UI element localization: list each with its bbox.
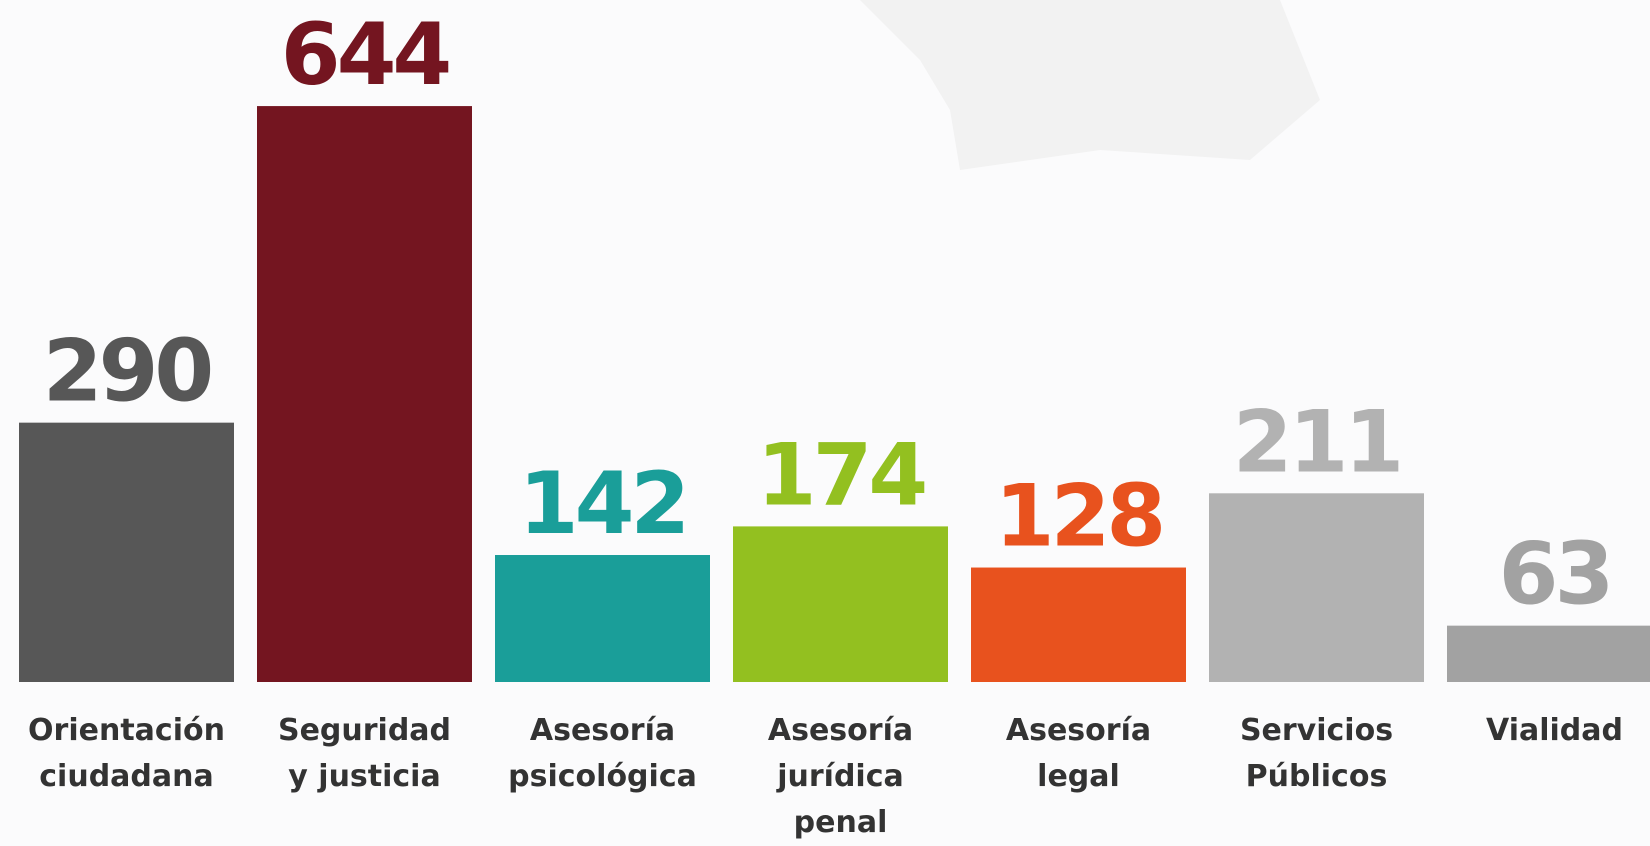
category-label: Asesoría jurídica penal — [721, 708, 961, 846]
category-label: Servicios Públicos — [1197, 708, 1437, 800]
bar — [19, 423, 234, 682]
background-shape — [860, 0, 1320, 170]
bar — [971, 568, 1186, 682]
value-label: 63 — [1499, 525, 1611, 625]
value-label: 174 — [757, 425, 925, 525]
bar — [495, 555, 710, 682]
value-label: 128 — [995, 467, 1163, 567]
bar — [257, 106, 472, 682]
category-label: Vialidad — [1435, 708, 1650, 754]
category-label: Asesoría legal — [959, 708, 1199, 800]
value-label: 142 — [519, 454, 687, 554]
category-label: Asesoría psicológica — [483, 708, 723, 800]
value-label: 211 — [1233, 392, 1401, 492]
bar — [1209, 493, 1424, 682]
category-label: Orientación ciudadana — [7, 708, 247, 800]
category-label: Seguridad y justicia — [245, 708, 485, 800]
bar — [733, 526, 948, 682]
value-label: 644 — [281, 5, 449, 105]
value-label: 290 — [43, 322, 211, 422]
bar — [1447, 626, 1650, 682]
